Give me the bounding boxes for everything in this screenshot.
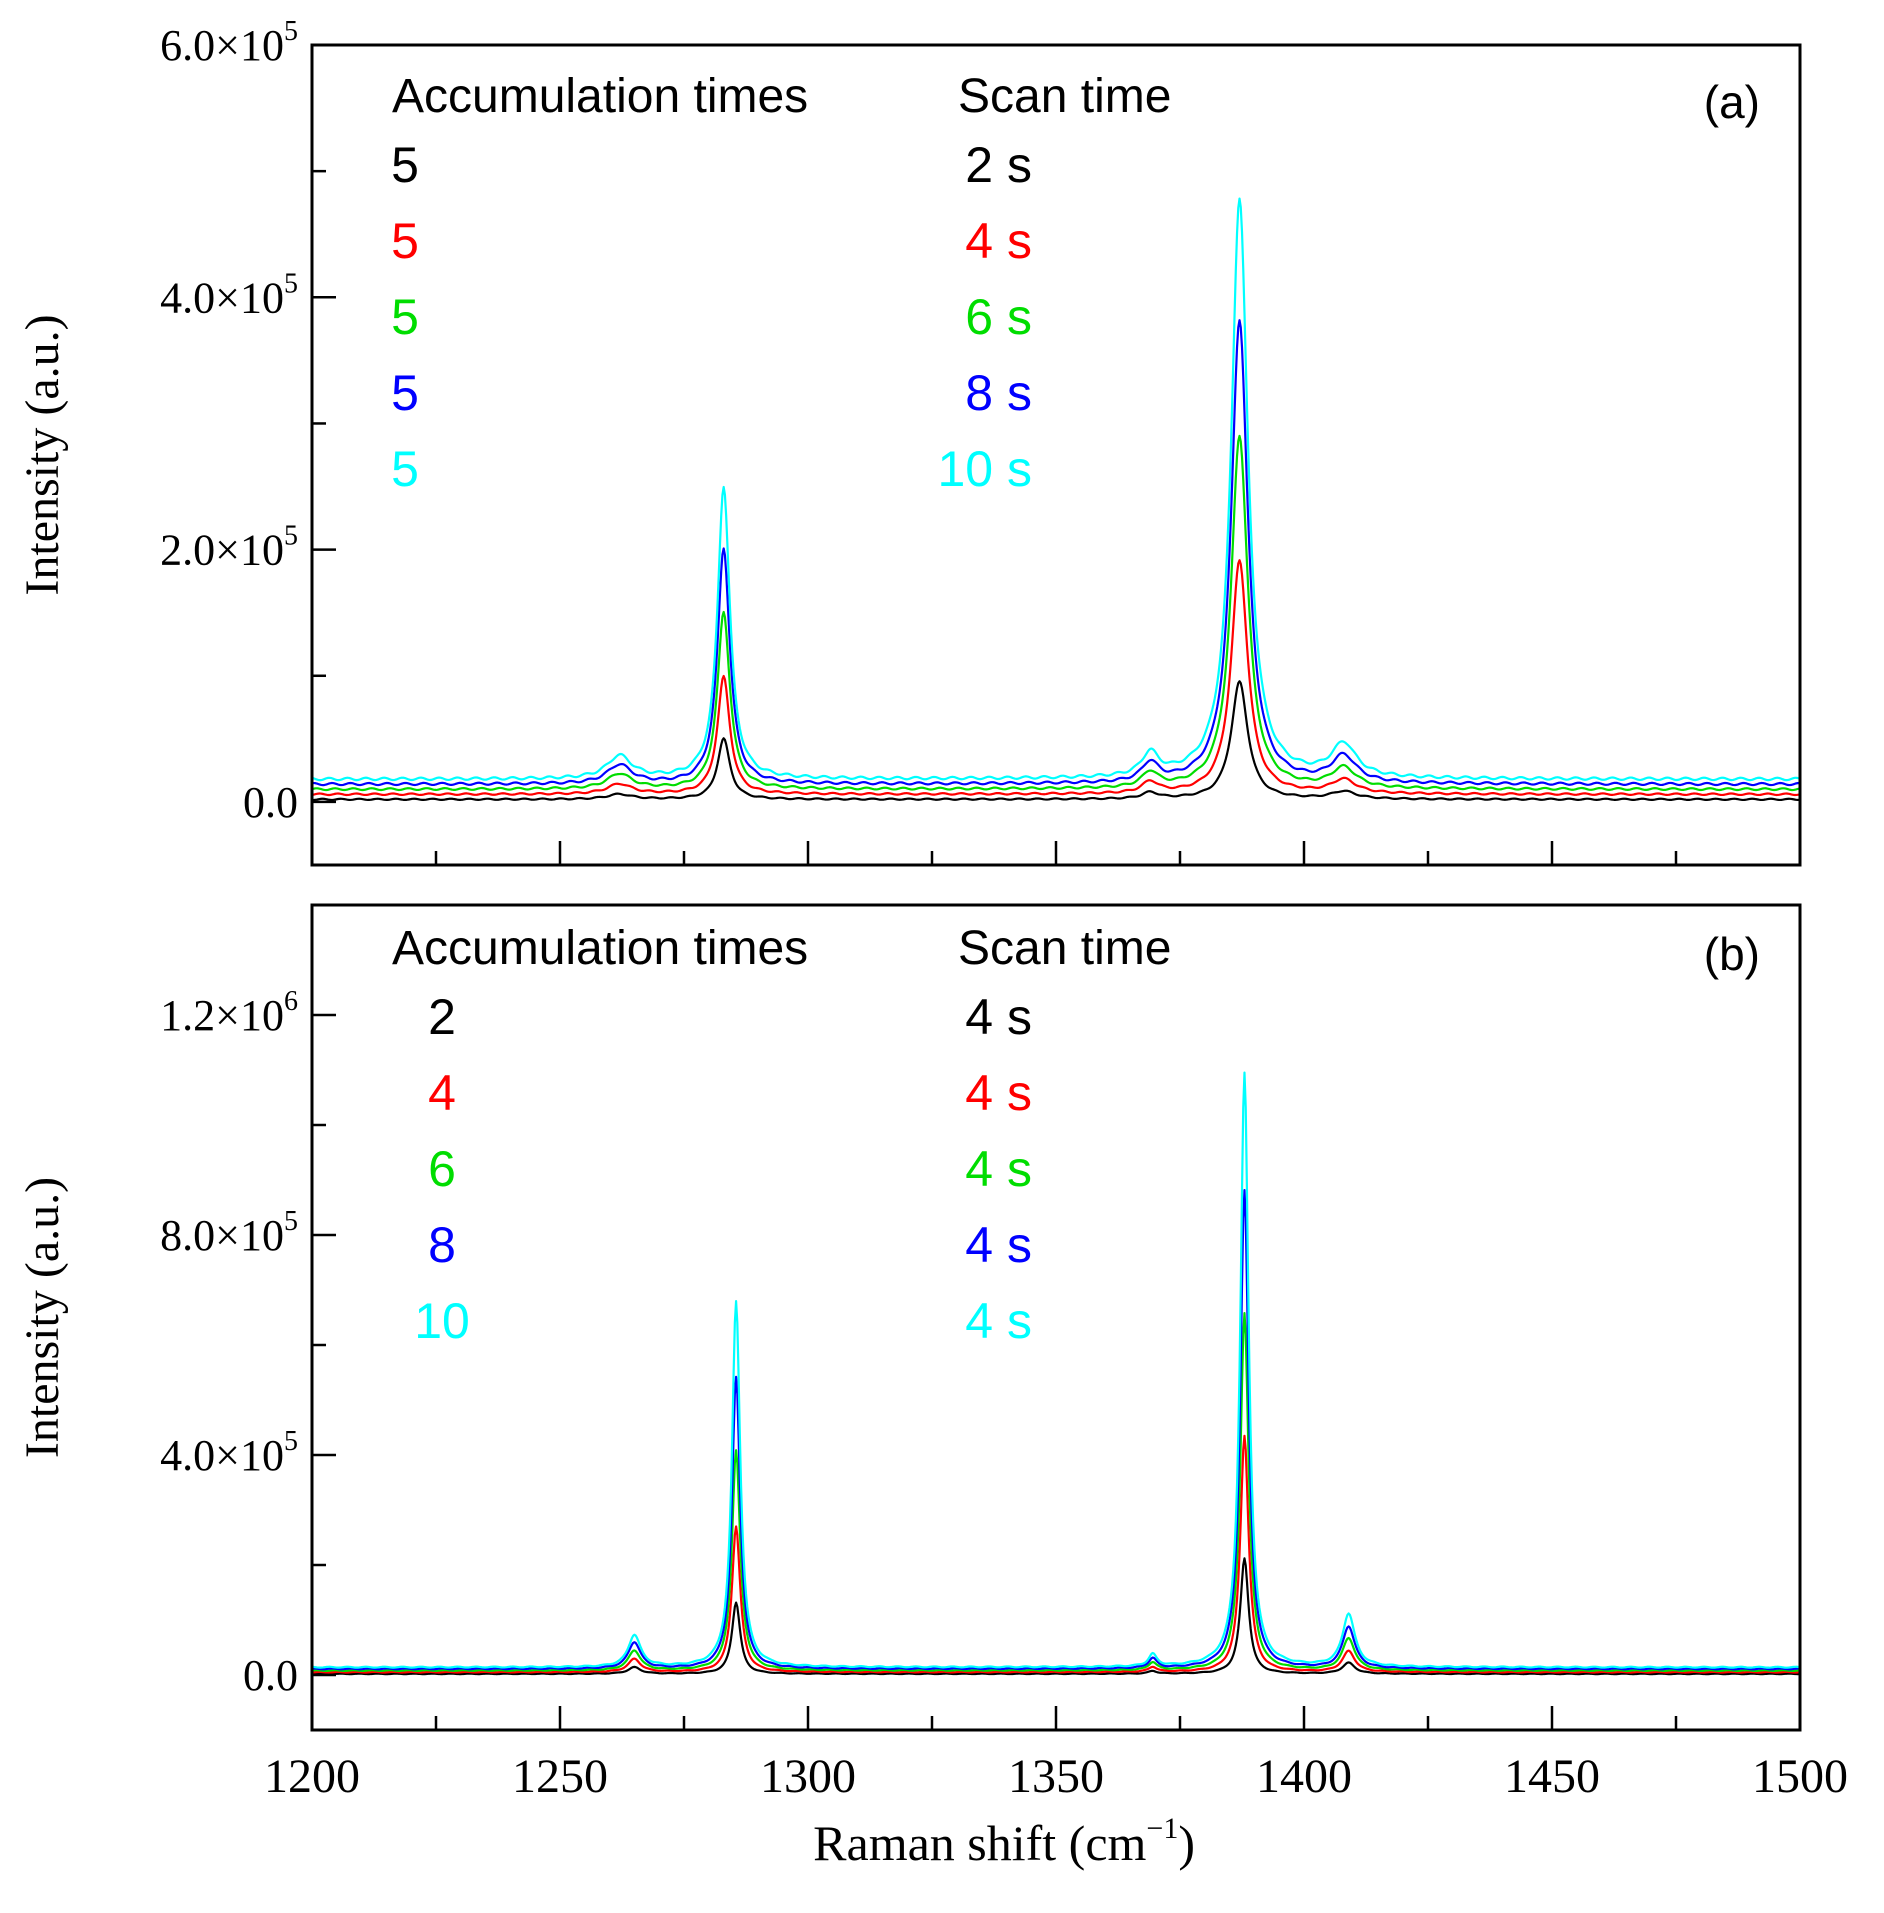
legend-accumulation-value: 5 xyxy=(391,365,419,421)
legend-scan-time-value: 4 s xyxy=(965,1141,1032,1197)
legend-scan-time-value: 4 s xyxy=(965,1293,1032,1349)
legend-scan-time-value: 4 s xyxy=(965,213,1032,269)
plot-frame-b xyxy=(310,903,1802,1732)
legend-header-accumulation: Accumulation times xyxy=(392,922,808,975)
y-tick-label: 1.2×106 xyxy=(160,986,298,1040)
series-line xyxy=(311,1312,1801,1673)
panel-label: (b) xyxy=(1704,928,1760,980)
legend-accumulation-value: 4 xyxy=(428,1065,456,1121)
legend-scan-time-value: 4 s xyxy=(965,1217,1032,1273)
legend-accumulation-value: 5 xyxy=(391,289,419,345)
legend-scan-time-value: 10 s xyxy=(937,441,1032,497)
legend-header-scan-time: Scan time xyxy=(958,922,1171,975)
y-tick-label: 8.0×105 xyxy=(160,1206,298,1260)
panel-label: (a) xyxy=(1704,76,1760,128)
y-axis-title: Intensity (a.u.) xyxy=(16,314,69,595)
series-line xyxy=(311,1557,1801,1676)
y-tick-label: 2.0×105 xyxy=(160,521,298,575)
y-tick-label: 4.0×105 xyxy=(160,268,298,322)
x-tick-label: 1300 xyxy=(760,1750,856,1803)
y-tick-label: 0.0 xyxy=(243,778,298,827)
legend-scan-time-value: 8 s xyxy=(965,365,1032,421)
x-tick-label: 1400 xyxy=(1256,1750,1352,1803)
legend-accumulation-value: 5 xyxy=(391,137,419,193)
legend-accumulation-value: 8 xyxy=(428,1217,456,1273)
y-axis-title: Intensity (a.u.) xyxy=(16,1177,69,1458)
spectra-b xyxy=(311,1071,1801,1676)
series-line xyxy=(311,559,1801,797)
legend-accumulation-value: 2 xyxy=(428,989,456,1045)
legend-accumulation-value: 10 xyxy=(414,1293,470,1349)
legend-header-scan-time: Scan time xyxy=(958,70,1171,123)
x-tick-label: 1200 xyxy=(264,1750,360,1803)
spectra-a xyxy=(311,197,1801,802)
series-line xyxy=(311,319,1801,787)
series-line xyxy=(311,1189,1801,1671)
x-tick-label: 1450 xyxy=(1504,1750,1600,1803)
legend-accumulation-value: 5 xyxy=(391,441,419,497)
legend-accumulation-value: 6 xyxy=(428,1141,456,1197)
legend-scan-time-value: 2 s xyxy=(965,137,1032,193)
x-tick-label: 1350 xyxy=(1008,1750,1104,1803)
panel-a: 0.0 2.0×105 4.0×105 6.0×105 Intensity (a.u.)… xyxy=(16,16,1802,867)
y-tick-label: 4.0×105 xyxy=(160,1426,298,1480)
series-line xyxy=(311,197,1801,782)
series-line xyxy=(311,1071,1801,1669)
x-tick-label: 1250 xyxy=(512,1750,608,1803)
series-line xyxy=(311,1434,1801,1674)
x-axis-title: Raman shift (cm−1) xyxy=(813,1812,1195,1871)
x-axis-tick-labels: 1200 1250 1300 1350 1400 1450 1500 xyxy=(264,1750,1848,1803)
x-tick-label: 1500 xyxy=(1752,1750,1848,1803)
series-line xyxy=(311,434,1801,792)
legend-header-accumulation: Accumulation times xyxy=(392,70,808,123)
legend-accumulation-value: 5 xyxy=(391,213,419,269)
y-tick-label: 0.0 xyxy=(243,1651,298,1700)
panel-b: 0.0 4.0×105 8.0×105 1.2×106 Intensity (a.u.)… xyxy=(16,903,1802,1732)
legend-scan-time-value: 6 s xyxy=(965,289,1032,345)
legend-scan-time-value: 4 s xyxy=(965,989,1032,1045)
legend-scan-time-value: 4 s xyxy=(965,1065,1032,1121)
plot-frame-a xyxy=(310,43,1802,867)
series-line xyxy=(311,680,1801,802)
y-tick-label: 6.0×105 xyxy=(160,16,298,70)
